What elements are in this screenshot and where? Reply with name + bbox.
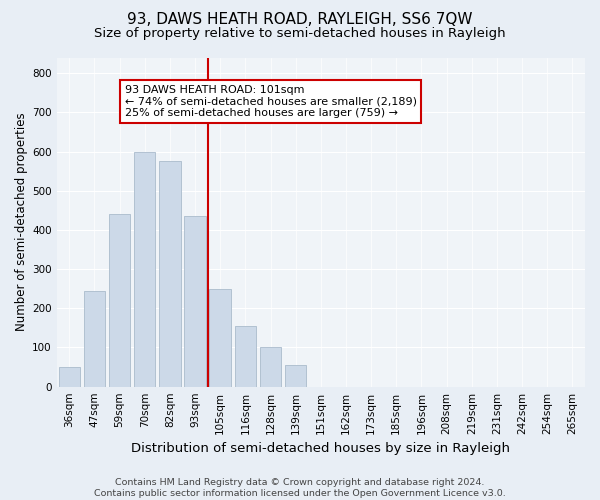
Bar (285, 365, 307, 386)
Text: Size of property relative to semi-detached houses in Rayleigh: Size of property relative to semi-detach… (94, 28, 506, 40)
Bar (159, 162, 181, 386)
Bar (134, 152, 155, 386)
Bar (260, 348, 281, 387)
Bar (83, 290, 105, 386)
Bar (59, 367, 80, 386)
Bar (184, 216, 206, 386)
Text: Contains HM Land Registry data © Crown copyright and database right 2024.
Contai: Contains HM Land Registry data © Crown c… (94, 478, 506, 498)
Bar (209, 288, 231, 386)
Text: 93 DAWS HEATH ROAD: 101sqm
← 74% of semi-detached houses are smaller (2,189)
25%: 93 DAWS HEATH ROAD: 101sqm ← 74% of semi… (125, 85, 416, 118)
Text: 93, DAWS HEATH ROAD, RAYLEIGH, SS6 7QW: 93, DAWS HEATH ROAD, RAYLEIGH, SS6 7QW (127, 12, 473, 28)
Bar (109, 214, 130, 386)
Bar (235, 326, 256, 386)
Y-axis label: Number of semi-detached properties: Number of semi-detached properties (15, 113, 28, 332)
X-axis label: Distribution of semi-detached houses by size in Rayleigh: Distribution of semi-detached houses by … (131, 442, 511, 455)
